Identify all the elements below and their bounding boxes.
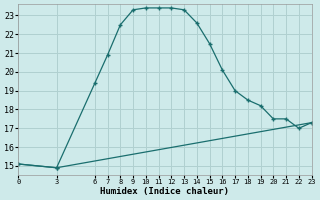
X-axis label: Humidex (Indice chaleur): Humidex (Indice chaleur) [100, 187, 229, 196]
